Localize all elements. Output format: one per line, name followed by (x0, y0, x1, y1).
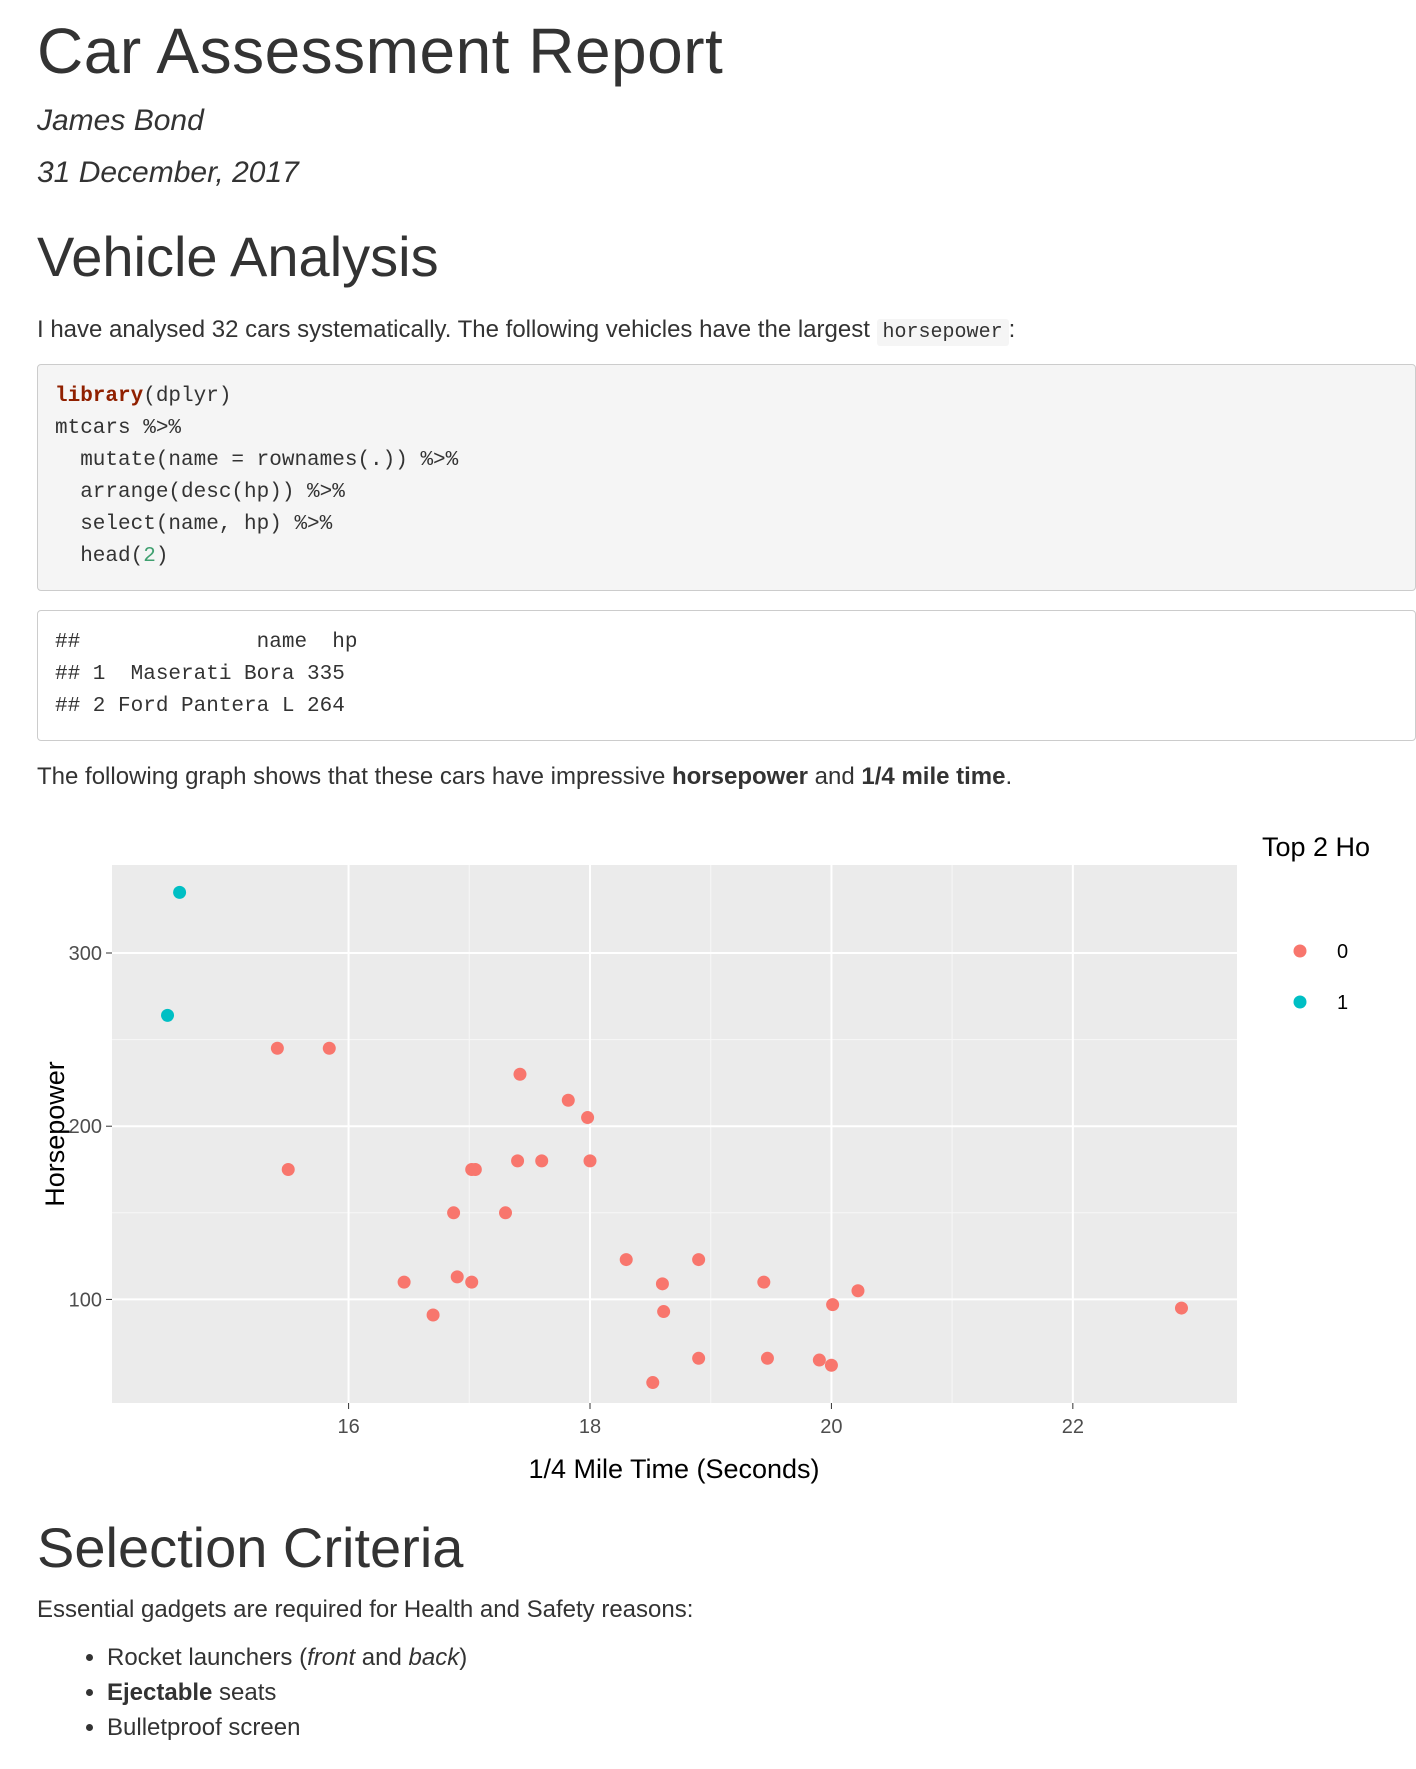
item-text: ) (459, 1644, 468, 1671)
code-keyword: library (55, 385, 144, 408)
code-block-source: library(dplyr) mtcars %>% mutate(name = … (37, 364, 1416, 591)
grid-lines (112, 865, 1237, 1403)
section-heading-selection-criteria: Selection Criteria (37, 1516, 464, 1579)
legend-marker (1293, 995, 1307, 1009)
data-point (619, 1253, 633, 1267)
code-number: 2 (143, 545, 156, 568)
y-axis-label: Horsepower (40, 1061, 70, 1207)
graph-text-end: . (1005, 763, 1013, 790)
intro-end: : (1008, 316, 1016, 343)
item-text: seats (212, 1679, 277, 1706)
axes: 16 18 20 22 100 200 300 (69, 943, 1084, 1438)
output-line: ## name hp (55, 631, 358, 654)
data-point (450, 1270, 464, 1284)
legend-label: 1 (1337, 992, 1348, 1014)
list-item: Ejectable seats (107, 1675, 467, 1710)
data-point (692, 1351, 706, 1365)
y-tick-label: 100 (69, 1289, 102, 1311)
legend-label: 0 (1337, 941, 1348, 963)
legend-marker (1293, 944, 1307, 958)
code-token: (dplyr) (143, 385, 232, 408)
x-axis-label: 1/4 Mile Time (Seconds) (528, 1454, 819, 1484)
data-point (513, 1067, 527, 1081)
data-point (757, 1275, 771, 1289)
x-tick-label: 16 (337, 1416, 359, 1438)
data-point (692, 1253, 706, 1267)
item-bold-ejectable: Ejectable (107, 1679, 213, 1706)
legend[interactable]: 01 (1293, 941, 1349, 1014)
report-author: James Bond (37, 104, 204, 137)
data-point (397, 1275, 411, 1289)
plot-panel (112, 865, 1237, 1403)
graph-text-before: The following graph shows that these car… (37, 763, 672, 790)
item-text: Bulletproof screen (107, 1714, 301, 1741)
data-point (468, 1163, 482, 1177)
code-token: mtcars %>% (55, 417, 182, 440)
selection-intro: Essential gadgets are required for Healt… (37, 1596, 694, 1623)
data-point (535, 1154, 549, 1168)
data-point (499, 1206, 513, 1220)
legend-title: Top 2 Ho (1262, 832, 1370, 862)
code-token: arrange(desc(hp)) %>% (55, 481, 345, 504)
data-point (281, 1163, 295, 1177)
x-tick-label: 20 (820, 1416, 842, 1438)
graph-bold-mile-time: 1/4 mile time (861, 763, 1006, 790)
item-em-front: front (307, 1644, 356, 1671)
data-point (465, 1275, 479, 1289)
data-point (812, 1353, 826, 1367)
graph-text-mid: and (808, 763, 862, 790)
scatter-chart-container: 16 18 20 22 100 200 300 1/4 Mile Time (Seconds… (37, 810, 1416, 1500)
data-point (824, 1358, 838, 1372)
data-point (161, 1008, 175, 1022)
intro-text: I have analysed 32 cars systematically. … (37, 316, 877, 343)
list-item: Bulletproof screen (107, 1710, 467, 1745)
data-point (322, 1041, 336, 1055)
data-point (447, 1206, 461, 1220)
data-point (173, 885, 187, 899)
data-point (657, 1305, 671, 1319)
y-tick-label: 300 (69, 943, 102, 965)
graph-bold-horsepower: horsepower (671, 763, 809, 790)
output-line: ## 1 Maserati Bora 335 (55, 663, 345, 686)
code-block-output: ## name hp ## 1 Maserati Bora 335 ## 2 F… (37, 610, 1416, 741)
data-point (561, 1093, 575, 1107)
data-point (270, 1041, 284, 1055)
list-item: Rocket launchers (front and back) (107, 1640, 467, 1675)
data-point (1174, 1301, 1188, 1315)
data-points (161, 885, 1188, 1390)
intro-paragraph: I have analysed 32 cars systematically. … (37, 316, 1016, 346)
code-token: ) (155, 545, 169, 568)
data-point (826, 1298, 840, 1312)
item-em-back: back (408, 1644, 460, 1671)
section-heading-vehicle-analysis: Vehicle Analysis (37, 225, 439, 288)
item-text: Rocket launchers ( (107, 1644, 308, 1671)
x-tick-label: 18 (579, 1416, 601, 1438)
item-text: and (355, 1644, 409, 1671)
output-line: ## 2 Ford Pantera L 264 (55, 695, 345, 718)
data-point (760, 1351, 774, 1365)
x-tick-label: 22 (1062, 1416, 1084, 1438)
inline-code-horsepower: horsepower (876, 319, 1009, 346)
code-lines: library(dplyr) mtcars %>% mutate(name = … (55, 385, 458, 568)
report-title: Car Assessment Report (37, 15, 724, 87)
data-point (511, 1154, 525, 1168)
data-point (646, 1376, 660, 1390)
scatter-chart: 16 18 20 22 100 200 300 1/4 Mile Time (Seconds… (40, 832, 1370, 1484)
code-token: mutate(name = rownames(.)) %>% (55, 449, 459, 472)
graph-description: The following graph shows that these car… (37, 763, 1012, 791)
data-point (583, 1154, 597, 1168)
data-point (581, 1111, 595, 1125)
code-token: select(name, hp) %>% (55, 513, 333, 536)
data-point (426, 1308, 440, 1322)
data-point (655, 1277, 669, 1291)
gadget-list: Rocket launchers (front and back) Ejecta… (37, 1640, 467, 1745)
y-tick-label: 200 (69, 1116, 102, 1138)
data-point (851, 1284, 865, 1298)
code-token: head( (55, 545, 144, 568)
report-date: 31 December, 2017 (37, 156, 299, 189)
